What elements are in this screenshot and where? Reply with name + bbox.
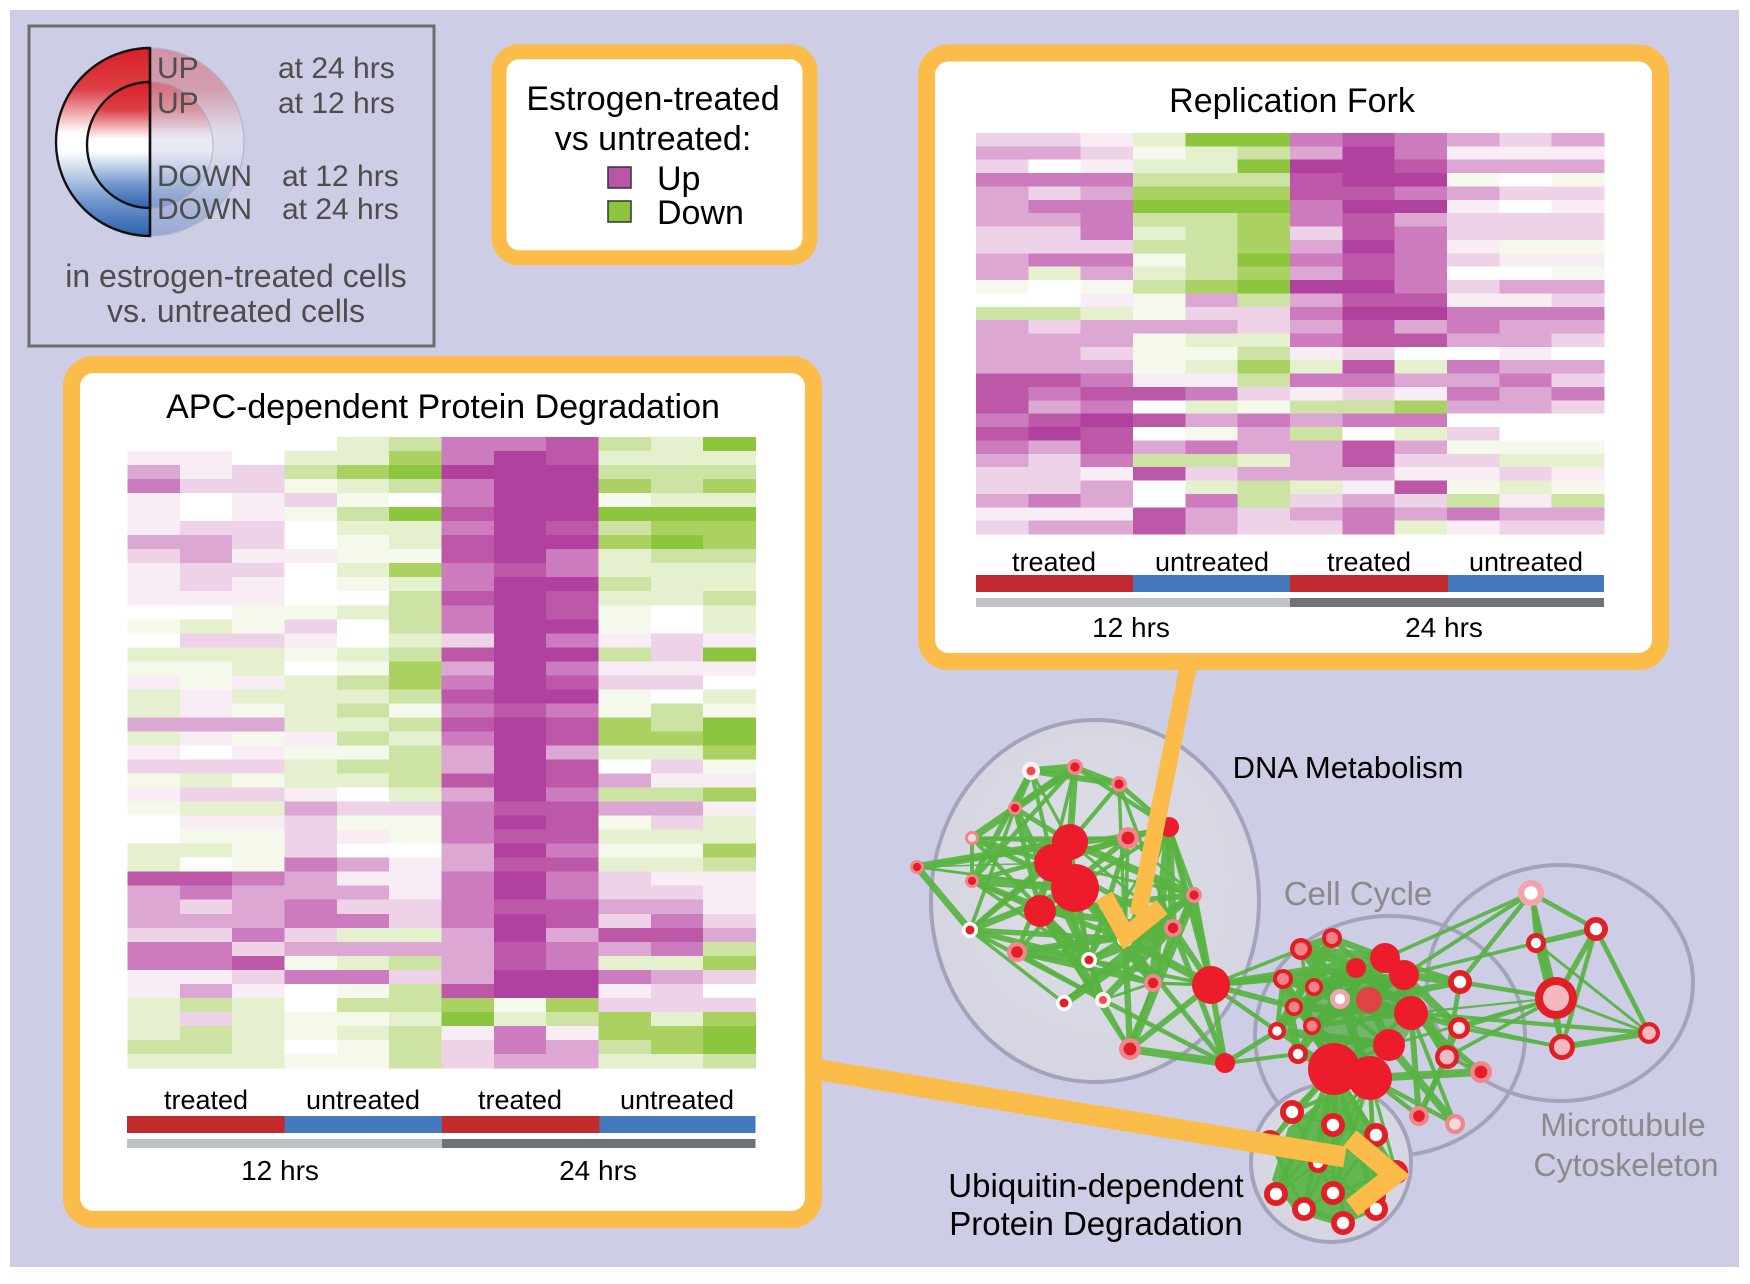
svg-text:DNA Metabolism: DNA Metabolism	[1233, 750, 1464, 785]
svg-text:24 hrs: 24 hrs	[559, 1155, 637, 1186]
svg-text:untreated: untreated	[620, 1085, 734, 1115]
svg-text:at 24 hrs: at 24 hrs	[282, 193, 399, 226]
svg-text:24 hrs: 24 hrs	[1405, 612, 1483, 643]
svg-text:treated: treated	[1327, 547, 1411, 577]
svg-text:vs. untreated cells: vs. untreated cells	[107, 293, 365, 329]
svg-text:12 hrs: 12 hrs	[241, 1155, 319, 1186]
svg-text:Cytoskeleton: Cytoskeleton	[1534, 1147, 1719, 1183]
svg-text:treated: treated	[1012, 547, 1096, 577]
svg-text:at 12 hrs: at 12 hrs	[282, 160, 399, 193]
svg-text:APC-dependent Protein Degradat: APC-dependent Protein Degradation	[166, 388, 720, 426]
svg-text:UP: UP	[157, 87, 199, 120]
svg-text:DOWN: DOWN	[157, 160, 252, 193]
svg-text:vs untreated:: vs untreated:	[555, 120, 752, 158]
svg-text:untreated: untreated	[1155, 547, 1269, 577]
svg-text:Microtubule: Microtubule	[1540, 1107, 1705, 1143]
svg-text:Down: Down	[657, 194, 744, 232]
svg-text:Estrogen-treated: Estrogen-treated	[526, 80, 779, 118]
svg-text:Replication Fork: Replication Fork	[1169, 82, 1416, 120]
svg-text:untreated: untreated	[306, 1085, 420, 1115]
svg-text:DOWN: DOWN	[157, 193, 252, 226]
svg-text:Protein Degradation: Protein Degradation	[949, 1205, 1243, 1242]
svg-text:at 12 hrs: at 12 hrs	[278, 87, 395, 120]
svg-text:Up: Up	[657, 160, 700, 198]
svg-text:Ubiquitin-dependent: Ubiquitin-dependent	[948, 1167, 1243, 1204]
svg-text:untreated: untreated	[1469, 547, 1583, 577]
svg-text:12 hrs: 12 hrs	[1092, 612, 1170, 643]
svg-text:treated: treated	[478, 1085, 562, 1115]
svg-text:UP: UP	[157, 52, 199, 85]
svg-text:Cell Cycle: Cell Cycle	[1284, 875, 1433, 912]
svg-text:at 24 hrs: at 24 hrs	[278, 52, 395, 85]
svg-text:treated: treated	[164, 1085, 248, 1115]
svg-text:in estrogen-treated cells: in estrogen-treated cells	[65, 258, 407, 294]
